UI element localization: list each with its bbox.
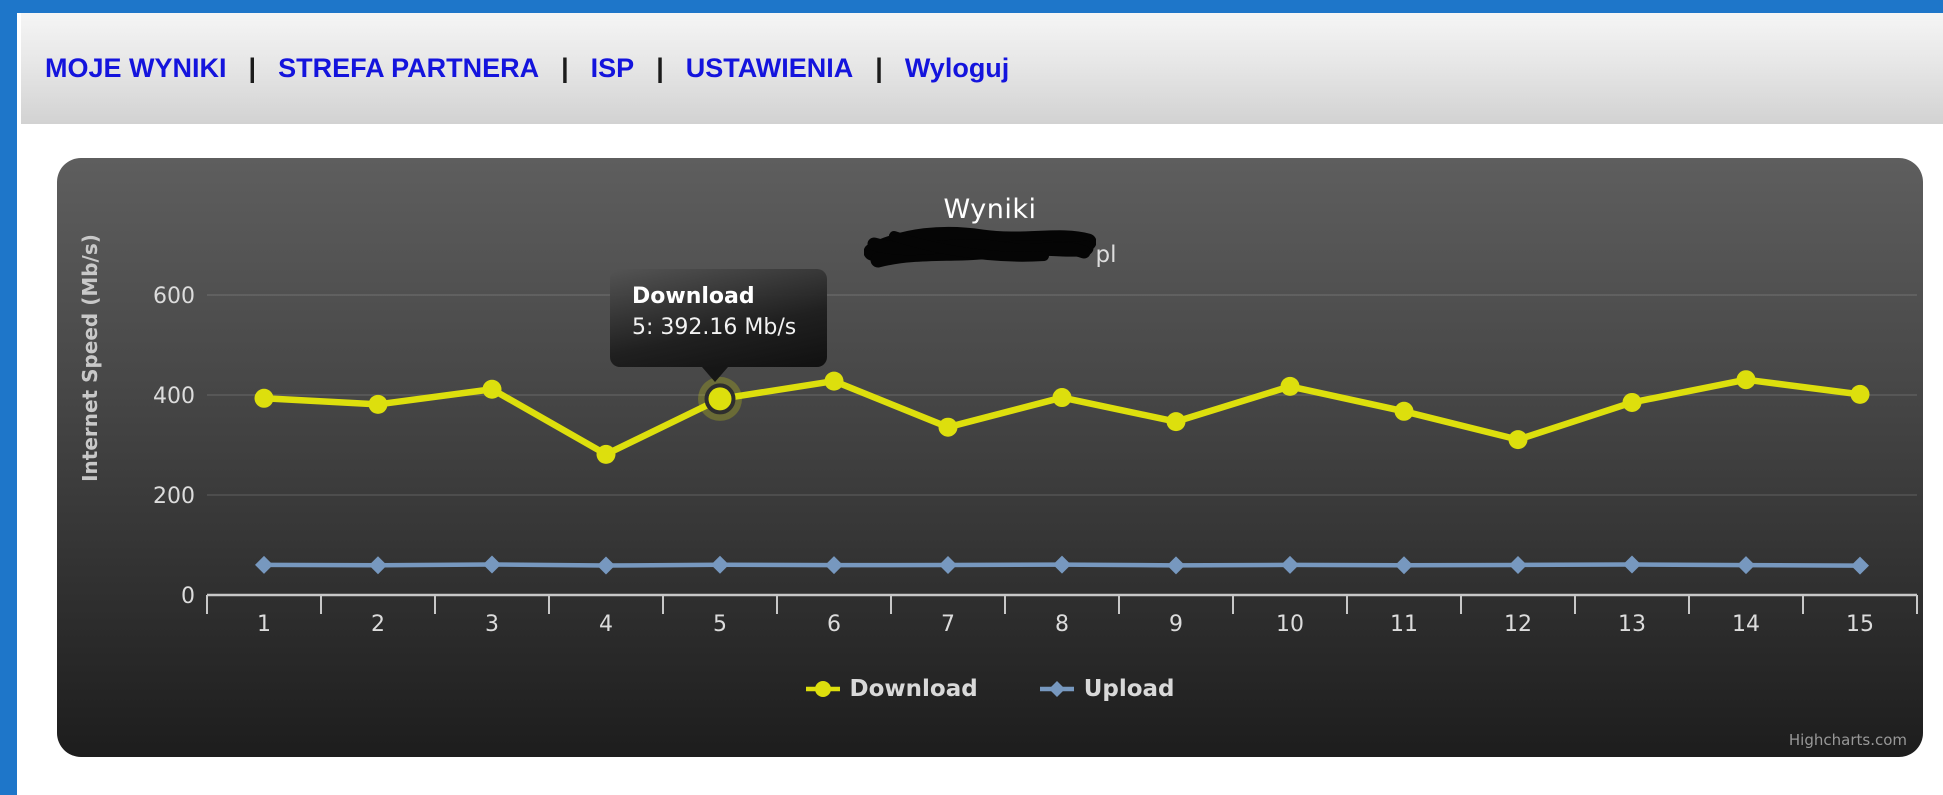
left-accent-strip — [0, 0, 17, 795]
nav-link-moje-wyniki[interactable]: MOJE WYNIKI — [45, 53, 227, 83]
chart-legend: Download Upload — [57, 676, 1923, 702]
download-marker[interactable] — [1850, 384, 1870, 404]
subtitle-suffix: pl — [1095, 242, 1117, 268]
nav-separator: | — [561, 53, 569, 83]
nav-separator: | — [875, 53, 883, 83]
x-axis-label: 4 — [599, 612, 613, 637]
x-axis-label: 5 — [713, 612, 727, 637]
upload-marker[interactable] — [1623, 555, 1641, 574]
legend-marker-diamond-icon — [1039, 681, 1074, 697]
legend-label: Download — [849, 676, 978, 702]
download-marker[interactable] — [1508, 430, 1528, 450]
main-navbar: MOJE WYNIKI | STREFA PARTNERA | ISP | USTAWIEN… — [21, 13, 1943, 124]
upload-marker[interactable] — [369, 556, 387, 575]
highcharts-credits[interactable]: Highcharts.com — [1788, 731, 1907, 749]
download-marker[interactable] — [254, 388, 274, 408]
download-marker[interactable] — [1394, 401, 1414, 421]
y-axis-label: 600 — [153, 284, 195, 309]
download-marker[interactable] — [596, 444, 616, 464]
tooltip-series-name: Download — [632, 284, 755, 309]
chart-subtitle: pl — [57, 220, 1923, 272]
nav-link-isp[interactable]: ISP — [590, 53, 635, 83]
download-marker[interactable] — [1166, 412, 1186, 432]
chart-tooltip: Download 5: 392.16 Mb/s — [610, 269, 827, 382]
y-axis-label: 200 — [153, 484, 195, 509]
upload-marker[interactable] — [1509, 555, 1527, 574]
subtitle-redaction-scribble — [863, 226, 1096, 268]
x-axis-label: 14 — [1732, 612, 1760, 637]
download-marker[interactable] — [824, 371, 844, 391]
y-axis-label: 0 — [181, 584, 195, 609]
x-axis-label: 12 — [1504, 612, 1532, 637]
upload-marker[interactable] — [597, 556, 615, 575]
upload-marker[interactable] — [1737, 556, 1755, 575]
x-axis-label: 9 — [1169, 612, 1183, 637]
hovered-point-marker[interactable] — [704, 383, 736, 415]
tooltip-value: 5: 392.16 Mb/s — [632, 315, 797, 340]
download-marker[interactable] — [1052, 388, 1072, 408]
x-axis-label: 15 — [1846, 612, 1874, 637]
upload-marker[interactable] — [483, 555, 501, 574]
nav-link-strefa-partnera[interactable]: STREFA PARTNERA — [278, 53, 540, 83]
upload-marker[interactable] — [1281, 555, 1299, 574]
legend-marker-circle-icon — [805, 681, 840, 697]
x-axis-label: 3 — [485, 612, 499, 637]
legend-item-upload[interactable]: Upload — [1039, 676, 1175, 702]
legend-label: Upload — [1083, 676, 1175, 702]
download-marker[interactable] — [368, 394, 388, 414]
x-axis-label: 7 — [941, 612, 955, 637]
y-axis-title: Internet Speed (Mb/s) — [78, 234, 102, 482]
x-axis-label: 2 — [371, 612, 385, 637]
upload-marker[interactable] — [711, 555, 729, 574]
upload-marker[interactable] — [1851, 556, 1869, 575]
legend-item-download[interactable]: Download — [805, 676, 978, 702]
download-marker[interactable] — [938, 417, 958, 437]
download-marker[interactable] — [1280, 376, 1300, 396]
top-accent-bar — [0, 0, 1943, 13]
x-axis-label: 1 — [257, 612, 271, 637]
upload-marker[interactable] — [1395, 556, 1413, 575]
upload-marker[interactable] — [255, 555, 273, 574]
download-marker[interactable] — [1736, 370, 1756, 390]
upload-marker[interactable] — [1167, 556, 1185, 575]
nav-separator: | — [656, 53, 664, 83]
results-chart-card: Wyniki pl 0 200 400 600 1 2 3 4 5 6 7 8 9 10 11 12 13 14 1… — [57, 158, 1923, 757]
download-marker[interactable] — [482, 379, 502, 399]
x-axis-label: 13 — [1618, 612, 1646, 637]
nav-link-ustawienia[interactable]: USTAWIENIA — [685, 53, 854, 83]
upload-marker[interactable] — [1053, 555, 1071, 574]
download-marker[interactable] — [1622, 392, 1642, 412]
chart-title: Wyniki — [943, 194, 1037, 225]
x-axis-label: 6 — [827, 612, 841, 637]
x-axis-label: 10 — [1276, 612, 1304, 637]
upload-marker[interactable] — [825, 556, 843, 575]
x-axis-label: 11 — [1390, 612, 1418, 637]
nav-separator: | — [248, 53, 257, 83]
x-axis-label: 8 — [1055, 612, 1069, 637]
nav-link-wyloguj[interactable]: Wyloguj — [904, 53, 1010, 83]
y-axis-label: 400 — [153, 384, 195, 409]
upload-marker[interactable] — [939, 556, 957, 574]
